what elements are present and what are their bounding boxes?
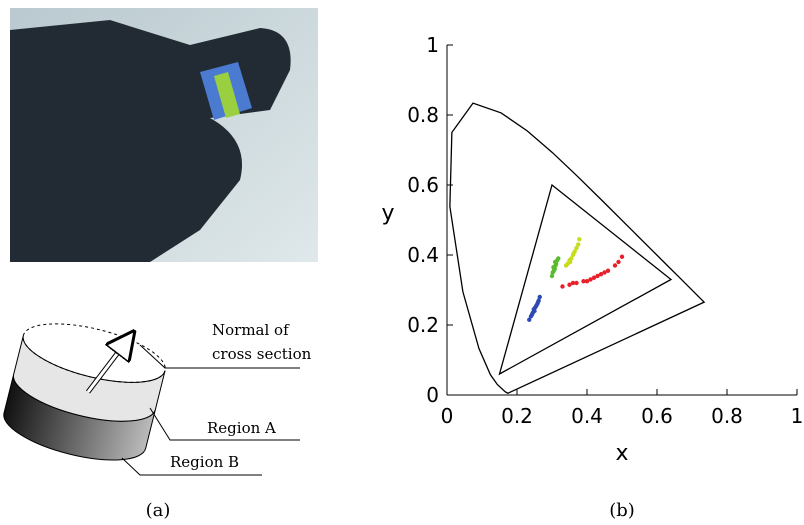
point [556, 256, 560, 260]
cylinder-diagram: Normal of cross section Region A Region … [0, 312, 312, 475]
point [616, 260, 620, 264]
x-tick-label: 0.6 [641, 404, 673, 428]
point [571, 281, 575, 285]
point [553, 260, 557, 264]
figure: Normal of cross section Region A Region … [0, 0, 804, 525]
y-tick-label: 0.6 [407, 173, 439, 197]
x-tick-label: 1 [791, 404, 804, 428]
x-tick-label: 0 [441, 404, 454, 428]
point [620, 255, 624, 259]
y-axis-label: y [381, 201, 394, 226]
diagram-label: Normal of [212, 321, 290, 339]
point [551, 265, 555, 269]
photo [10, 8, 318, 262]
point [577, 237, 581, 241]
point [530, 312, 534, 316]
point [535, 302, 539, 306]
diagram-label: Region A [207, 419, 276, 437]
point [572, 251, 576, 255]
diagram-label: cross section [212, 345, 312, 363]
y-tick-label: 0.8 [407, 103, 439, 127]
point [576, 242, 580, 246]
point [532, 307, 536, 311]
point [606, 269, 610, 273]
caption: (a) [146, 500, 171, 521]
y-tick-label: 0.4 [407, 243, 439, 267]
y-tick-label: 1 [426, 33, 439, 57]
x-axis-label: x [615, 441, 628, 466]
point [560, 284, 564, 288]
caption: (b) [609, 500, 635, 521]
point [538, 295, 542, 299]
outline [500, 185, 672, 374]
y-tick-label: 0.2 [407, 313, 439, 337]
point [613, 263, 617, 267]
point [568, 260, 572, 264]
x-tick-label: 0.2 [501, 404, 533, 428]
point [585, 279, 589, 283]
x-tick-label: 0.4 [571, 404, 603, 428]
diagram-label: Region B [170, 453, 239, 471]
x-tick-label: 0.8 [711, 404, 743, 428]
y-tick-label: 0 [426, 383, 439, 407]
